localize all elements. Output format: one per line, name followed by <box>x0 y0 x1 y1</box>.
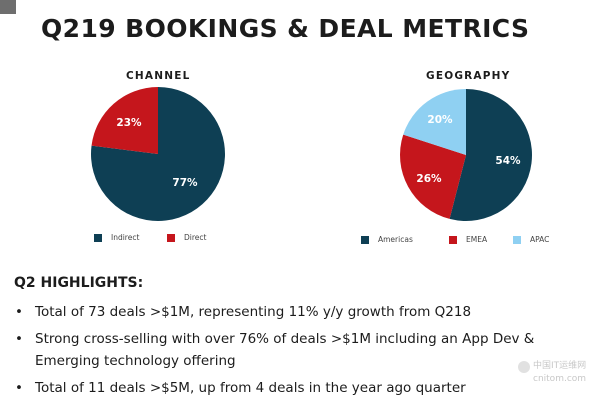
channel-legend-item-indirect: Indirect <box>94 233 139 242</box>
highlights-list: Total of 73 deals >$1M, representing 11%… <box>14 301 534 399</box>
highlight-text: Strong cross-selling with over 76% of de… <box>35 331 535 347</box>
geography-pie-chart: 54% 26% 20% <box>400 89 532 221</box>
geography-legend-item-apac: APAC <box>513 235 549 244</box>
geography-slice-emea <box>400 134 466 219</box>
geography-data-label-emea: 26% <box>416 173 442 185</box>
highlight-text: Emerging technology offering <box>35 353 236 369</box>
highlight-item: Total of 73 deals >$1M, representing 11%… <box>14 301 534 323</box>
highlight-text: Total of 11 deals >$5M, up from 4 deals … <box>35 380 466 396</box>
geography-legend-item-americas: Americas <box>361 235 413 244</box>
channel-data-label-direct: 23% <box>116 117 142 129</box>
geography-slice-americas <box>449 89 532 221</box>
channel-data-label-indirect: 77% <box>172 177 198 189</box>
slide-title: Q219 BOOKINGS & DEAL METRICS <box>41 14 530 43</box>
highlight-item: Total of 11 deals >$5M, up from 4 deals … <box>14 377 534 399</box>
watermark-logo: 中国IT运维网 cnitom.com <box>518 359 586 384</box>
highlight-item: Strong cross-selling with over 76% of de… <box>14 328 534 372</box>
highlights-heading: Q2 HIGHLIGHTS: <box>14 275 144 291</box>
watermark-text: 中国IT运维网 <box>533 359 586 371</box>
channel-legend-label: Direct <box>184 233 207 242</box>
channel-slice-direct <box>91 87 158 154</box>
geography-legend-label: Americas <box>378 235 413 244</box>
watermark-url: cnitom.com <box>533 374 586 384</box>
corner-mark <box>0 0 16 14</box>
geography-slice-apac <box>403 89 466 155</box>
highlight-text: Total of 73 deals >$1M, representing 11%… <box>35 304 472 320</box>
channel-slice-indirect <box>91 87 226 221</box>
geography-data-label-apac: 20% <box>427 114 453 126</box>
channel-pie-chart: 77% 23% <box>91 87 226 221</box>
geography-legend-swatch <box>449 235 457 244</box>
channel-legend-swatch <box>167 233 175 242</box>
geography-legend-label: APAC <box>530 235 550 244</box>
channel-legend-item-direct: Direct <box>167 233 206 242</box>
channel-chart-title: CHANNEL <box>126 70 191 82</box>
geography-data-label-americas: 54% <box>495 155 521 167</box>
geography-legend-swatch <box>513 235 521 244</box>
geography-legend-item-emea: EMEA <box>449 235 487 244</box>
geography-legend-swatch <box>361 235 369 244</box>
channel-legend-label: Indirect <box>111 233 140 242</box>
channel-legend-swatch <box>94 233 102 242</box>
geography-legend-label: EMEA <box>466 235 488 244</box>
geography-chart-title: GEOGRAPHY <box>426 70 511 82</box>
